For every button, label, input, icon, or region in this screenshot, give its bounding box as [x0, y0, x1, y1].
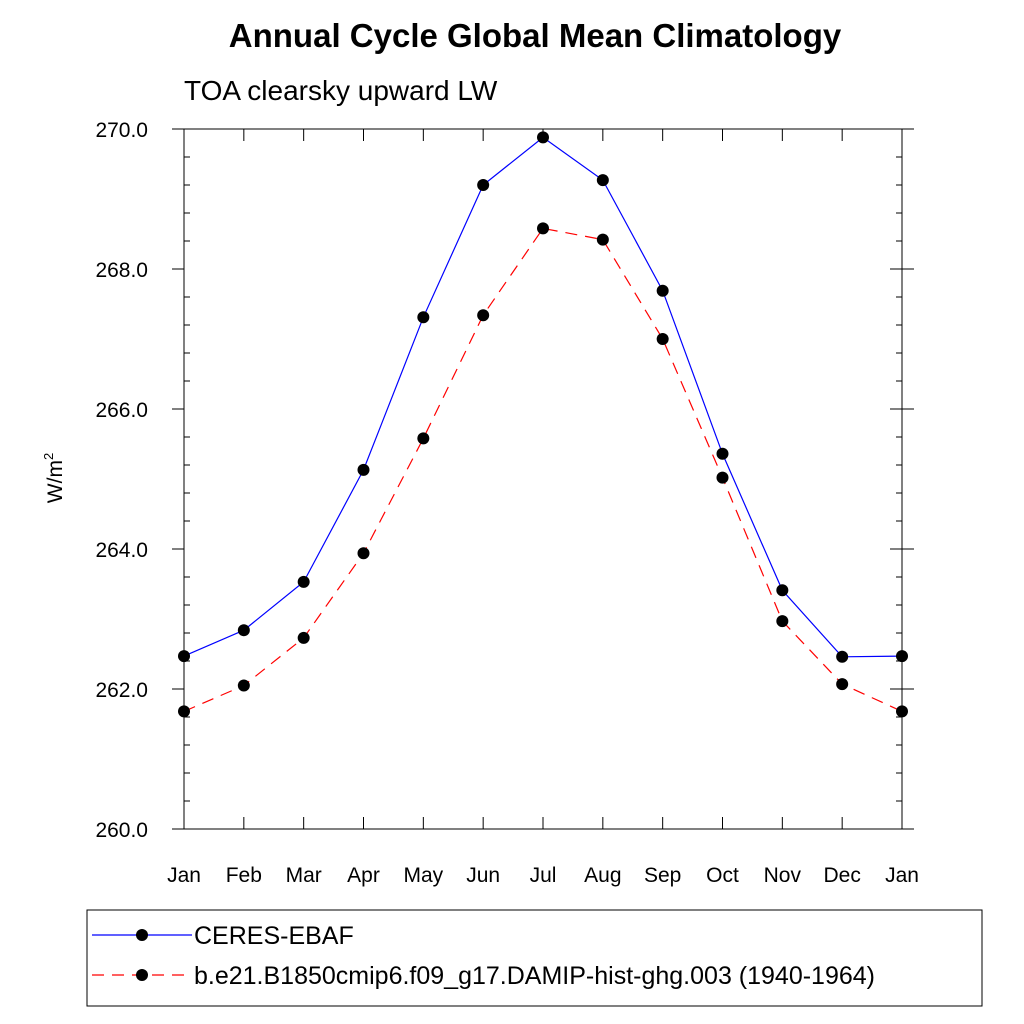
- data-point-1: [178, 705, 190, 718]
- y-axis-title-text: W/m2: [41, 453, 67, 503]
- y-tick-labels: 260.0 262.0 264.0 266.0 268.0 270.0: [95, 119, 148, 842]
- x-tick-label: Feb: [226, 864, 262, 887]
- data-point-0: [417, 311, 430, 324]
- y-axis-unit: W/m: [44, 460, 67, 503]
- x-tick-label: Jan: [167, 864, 201, 887]
- x-tick-label: Mar: [286, 864, 322, 887]
- y-axis-title: W/m2: [41, 453, 67, 503]
- data-point-1: [836, 678, 849, 691]
- x-tick-label: Dec: [823, 864, 860, 887]
- legend-label-ceres: CERES-EBAF: [194, 922, 354, 950]
- x-tick-label: Nov: [764, 864, 802, 887]
- x-tick-label: Apr: [347, 864, 380, 887]
- y-tick-label: 268.0: [95, 259, 148, 282]
- x-tick-label: Jul: [530, 864, 557, 887]
- data-point-0: [357, 463, 370, 476]
- legend-marker-model: [136, 969, 148, 981]
- data-point-0: [776, 584, 789, 597]
- data-point-1: [776, 615, 789, 628]
- data-point-0: [656, 284, 669, 297]
- data-point-0: [178, 650, 190, 663]
- series-line-1: [183, 227, 903, 712]
- data-point-1: [417, 432, 430, 445]
- data-point-0: [716, 447, 729, 460]
- data-point-1: [716, 471, 729, 484]
- x-tick-label: Oct: [706, 864, 739, 887]
- y-tick-label: 266.0: [95, 399, 148, 422]
- x-tick-labels: Jan Feb Mar Apr May Jun Jul Aug Sep Oct Nov Dec Jan: [167, 864, 919, 887]
- x-tick-label: Jun: [466, 864, 500, 887]
- y-tick-label: 262.0: [95, 679, 148, 702]
- x-tick-label: Jan: [885, 864, 919, 887]
- data-point-1: [537, 222, 549, 235]
- data-point-1: [656, 333, 669, 345]
- legend-marker-ceres: [136, 929, 148, 941]
- data-point-1: [297, 631, 310, 644]
- series-layer: [178, 131, 908, 718]
- data-point-0: [896, 650, 908, 663]
- data-point-0: [596, 174, 609, 187]
- data-point-0: [297, 575, 310, 588]
- y-tick-label: 264.0: [95, 539, 148, 562]
- x-tick-label: Sep: [644, 864, 681, 887]
- legend-box: [86, 909, 983, 1007]
- series-line-0: [183, 136, 903, 658]
- x-tick-label: May: [403, 864, 443, 887]
- data-point-0: [537, 131, 549, 144]
- chart-subtitle: TOA clearsky upward LW: [184, 75, 498, 106]
- data-point-1: [896, 705, 908, 718]
- data-point-1: [357, 547, 370, 560]
- chart-title: Annual Cycle Global Mean Climatology: [229, 17, 842, 54]
- legend: CERES-EBAF b.e21.B1850cmip6.f09_g17.DAMI…: [86, 909, 983, 1007]
- data-point-0: [836, 650, 849, 663]
- data-point-0: [477, 179, 490, 191]
- y-tick-label: 260.0: [95, 819, 148, 842]
- data-point-1: [596, 233, 609, 246]
- data-point-1: [237, 679, 250, 692]
- y-axis-unit-superscript: 2: [41, 453, 56, 460]
- y-tick-label: 270.0: [95, 119, 148, 142]
- data-point-0: [237, 624, 250, 637]
- x-tick-label: Aug: [584, 864, 621, 887]
- data-point-1: [477, 309, 490, 322]
- legend-label-model: b.e21.B1850cmip6.f09_g17.DAMIP-hist-ghg.…: [194, 962, 875, 990]
- axis-ticks: [172, 128, 914, 830]
